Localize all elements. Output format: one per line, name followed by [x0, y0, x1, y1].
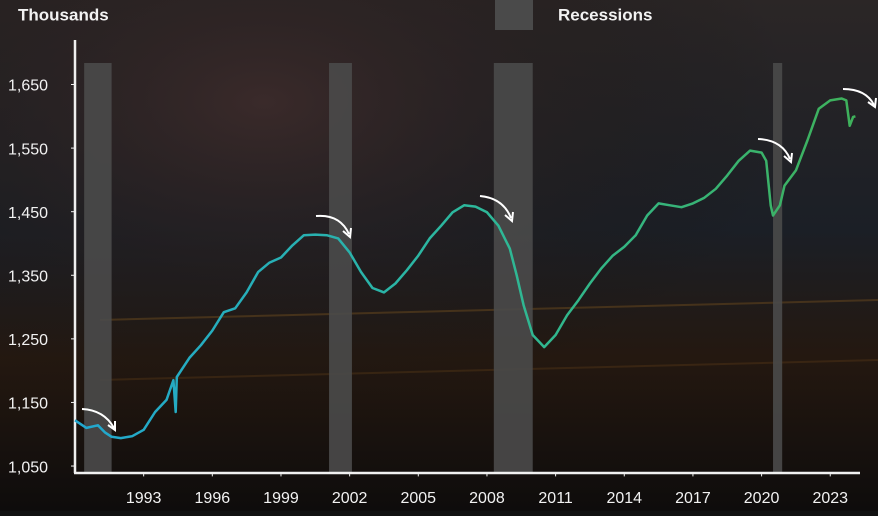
x-tick-label: 2014 — [606, 490, 642, 507]
arrow — [81, 408, 115, 429]
arrow-head — [504, 211, 514, 223]
x-tick-label: 2011 — [538, 490, 573, 507]
x-tick-label: 2002 — [332, 490, 368, 507]
recession-band — [493, 63, 533, 473]
x-tick-label: 1999 — [263, 490, 299, 507]
y-tick-label: 1,150 — [8, 396, 48, 413]
recession-band — [329, 63, 352, 473]
arrow-head — [107, 421, 116, 432]
y-tick-label: 1,550 — [8, 141, 48, 158]
x-tick-label: 2005 — [400, 490, 436, 507]
arrow — [479, 195, 512, 219]
arrow-head — [342, 227, 352, 239]
light-streak — [99, 359, 878, 381]
arrow — [842, 88, 875, 106]
x-tick-label: 1993 — [126, 490, 162, 507]
annotation-arrows — [81, 88, 877, 432]
y-tick-label: 1,450 — [8, 205, 48, 222]
arrow — [315, 214, 350, 235]
y-tick-label: 1,650 — [8, 78, 48, 95]
y-axis-title: Thousands — [18, 5, 109, 24]
recession-band — [84, 63, 112, 473]
arrow — [757, 138, 791, 160]
data-line — [74, 97, 856, 440]
arrow-head — [783, 152, 793, 164]
x-tick-label: 2008 — [469, 490, 505, 507]
y-tick-label: 1,050 — [8, 459, 48, 476]
y-tick-label: 1,250 — [8, 332, 48, 349]
recession-band — [773, 63, 783, 473]
y-tick-label: 1,350 — [8, 268, 48, 285]
arrow-head — [867, 97, 877, 109]
x-tick-label: 2020 — [744, 490, 780, 507]
x-tick-label: 1996 — [195, 490, 231, 507]
legend-label: Recessions — [558, 5, 653, 24]
x-tick-label: 2017 — [675, 490, 711, 507]
light-streak — [99, 299, 878, 321]
legend-swatch — [495, 0, 533, 30]
x-tick-label: 2023 — [812, 490, 848, 507]
